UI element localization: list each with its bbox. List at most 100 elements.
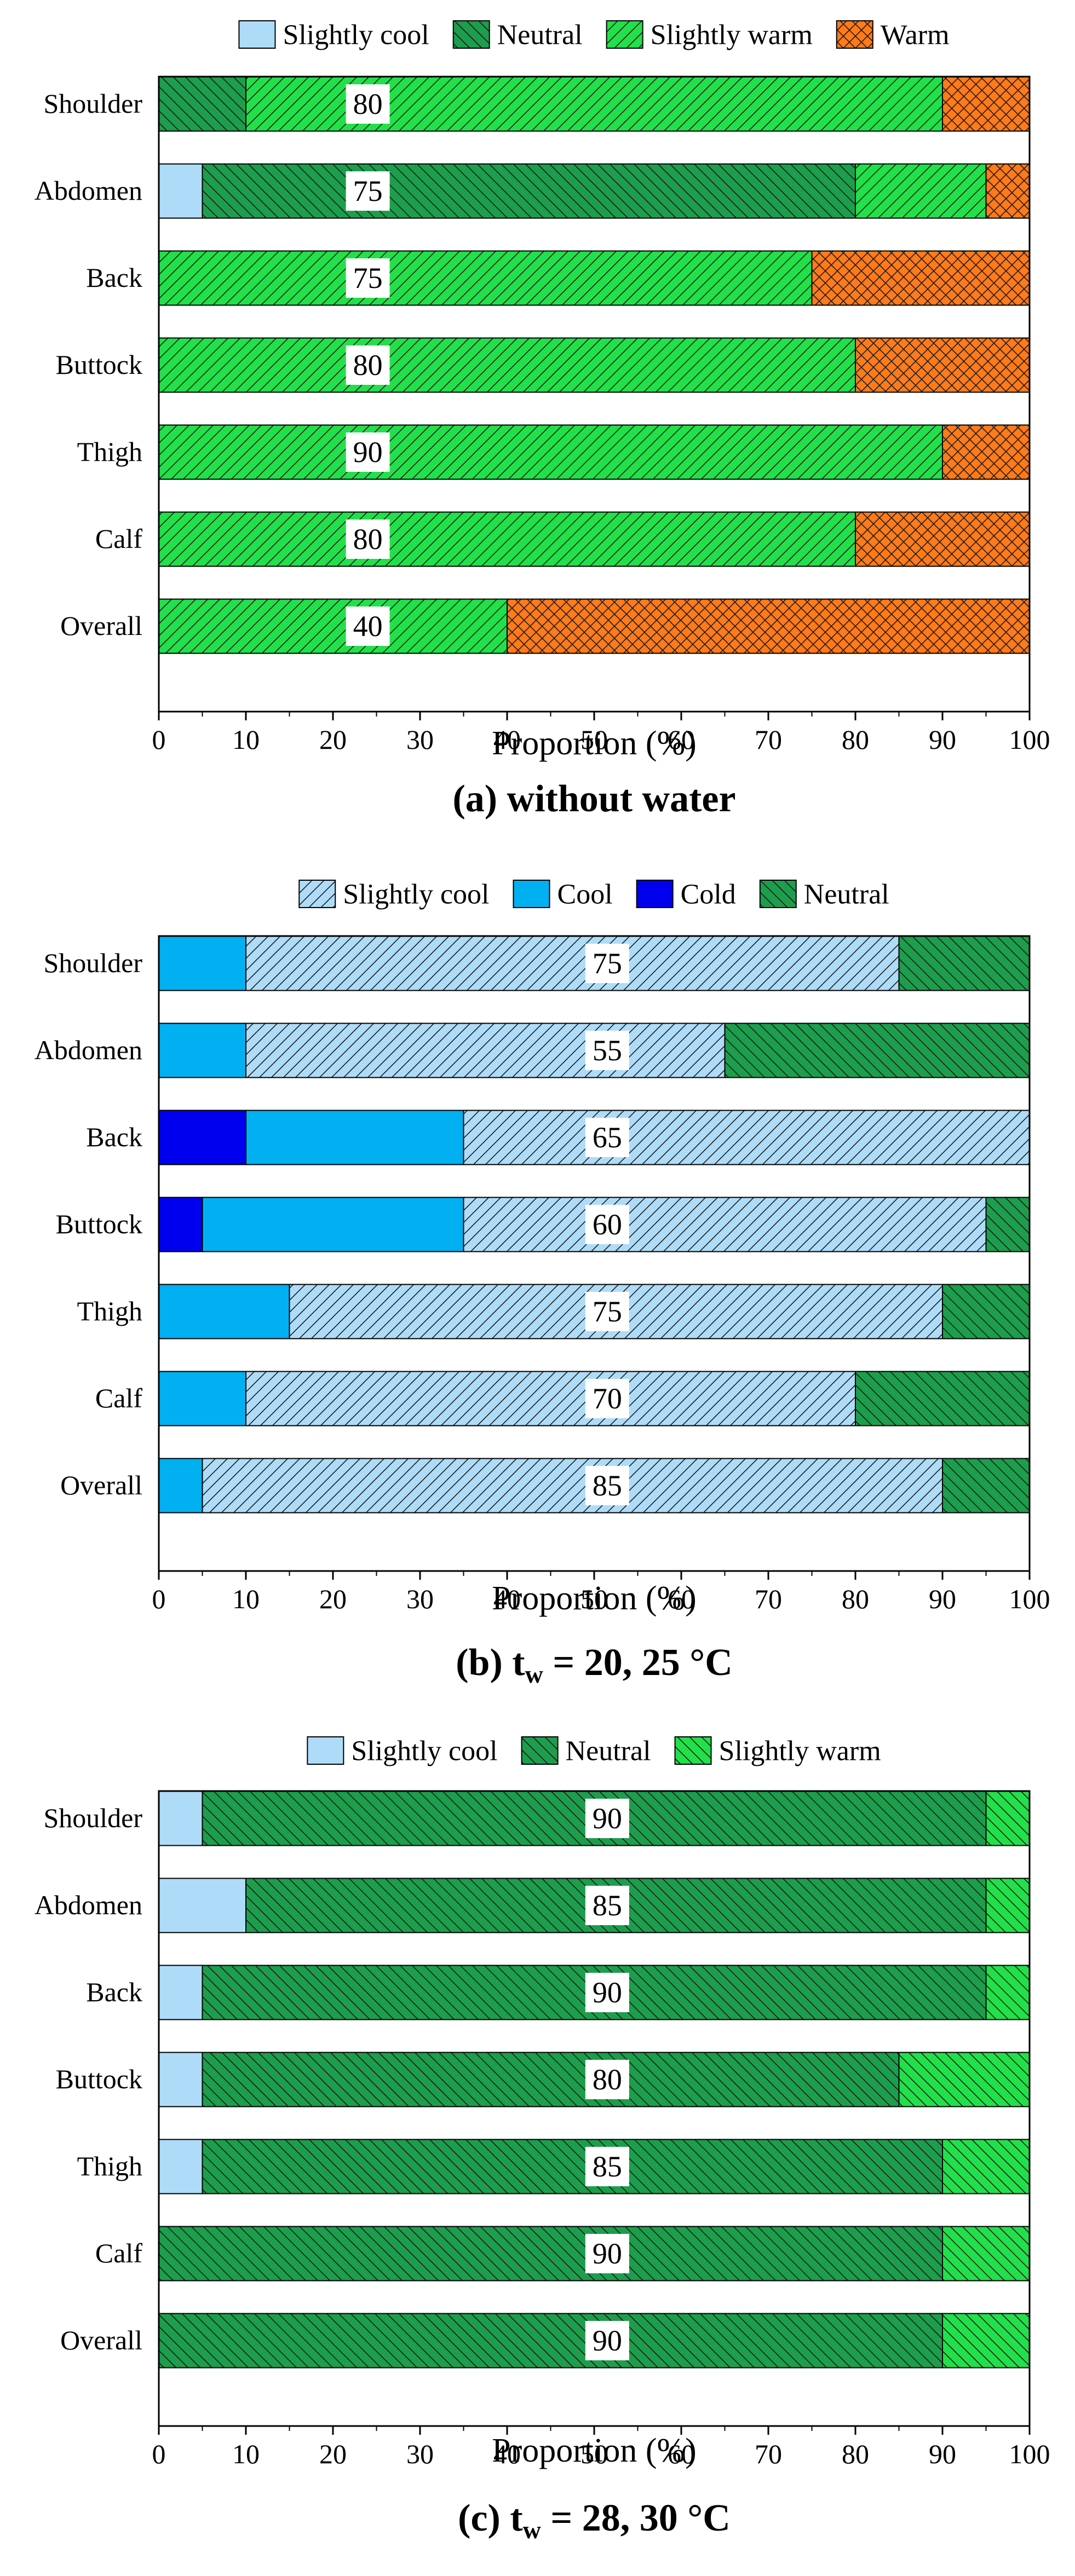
legend-swatch-cold — [636, 880, 674, 908]
x-tick-label: 90 — [929, 1584, 956, 1614]
data-label: 90 — [593, 2237, 622, 2270]
category-label: Back — [86, 1977, 142, 2007]
x-tick-label: 100 — [1009, 724, 1050, 755]
category-label: Calf — [95, 1383, 142, 1413]
data-label-box — [585, 1799, 629, 1838]
data-label-box — [346, 345, 390, 385]
x-tick-label: 20 — [319, 724, 347, 755]
bar-segment-slightly_cool — [463, 1197, 987, 1252]
x-tick-label: 80 — [842, 1584, 869, 1614]
bar-segment-neutral — [158, 76, 246, 132]
category-label: Calf — [95, 523, 142, 554]
x-tick-label: 50 — [580, 1584, 608, 1614]
x-axis-label: Proportion (%) — [492, 725, 697, 762]
bar-segment-slightly_warm — [985, 1791, 1030, 1846]
data-label: 85 — [593, 1469, 622, 1502]
bar-segment-warm — [942, 76, 1030, 132]
category-label: Back — [86, 1122, 142, 1152]
legend-label: Neutral — [497, 20, 583, 51]
x-tick-label: 0 — [152, 2439, 166, 2469]
bar-segment-warm — [942, 424, 1030, 480]
bar-segment-slightly_cool — [463, 1110, 1030, 1165]
bar-segment-slightly_cool — [158, 2139, 203, 2194]
data-label: 80 — [353, 523, 383, 556]
panel-caption: (c) tw = 28, 30 °C — [458, 2497, 731, 2544]
bar-segment-neutral — [158, 2226, 943, 2282]
x-tick-label: 70 — [755, 1584, 782, 1614]
x-tick-label: 20 — [319, 2439, 347, 2469]
category-label: Thigh — [77, 1296, 142, 1326]
legend-label: Neutral — [566, 1736, 651, 1767]
data-label: 75 — [593, 1295, 622, 1328]
legend: Slightly cool Neutral Slightly warm Warm — [238, 20, 950, 51]
legend-swatch-slightly_warm — [606, 20, 643, 49]
bar-segment-cold — [158, 1197, 203, 1252]
x-tick-label: 100 — [1009, 2439, 1050, 2469]
x-tick-label: 80 — [842, 2439, 869, 2469]
bar-segment-neutral — [158, 2313, 943, 2369]
data-label: 75 — [353, 175, 383, 207]
data-label-box — [585, 2321, 629, 2360]
legend-swatch-neutral — [759, 880, 797, 908]
bar-segment-warm — [507, 598, 1030, 654]
data-label-box — [585, 1292, 629, 1331]
bar-segment-slightly_warm — [942, 2139, 1030, 2194]
x-tick-label: 60 — [668, 1584, 695, 1614]
bar-segment-slightly_warm — [158, 598, 508, 654]
x-tick-label: 70 — [755, 2439, 782, 2469]
data-label-box — [346, 432, 390, 472]
chart-panel-1: Shoulder 75 Abdomen 55 Back 65 Buttock 60 Thigh 7… — [35, 879, 1050, 1688]
category-label: Overall — [60, 610, 142, 641]
data-label-box — [585, 944, 629, 983]
bar-segment-neutral — [898, 935, 1030, 991]
legend-label: Cool — [557, 879, 613, 910]
category-label: Back — [86, 262, 142, 293]
chart-panel-2: Shoulder 90 Abdomen 85 Back 90 Buttock 80 Thigh 8… — [35, 1736, 1050, 2544]
x-tick-label: 40 — [493, 1584, 521, 1614]
data-label: 70 — [593, 1382, 622, 1415]
x-tick-label: 80 — [842, 724, 869, 755]
x-tick-label: 70 — [755, 724, 782, 755]
category-label: Shoulder — [43, 88, 142, 119]
legend-label: Slightly warm — [651, 20, 813, 51]
data-label: 85 — [593, 2150, 622, 2183]
bar-segment-warm — [855, 337, 1030, 393]
legend-label: Cold — [681, 879, 736, 910]
bar-segment-neutral — [942, 1284, 1030, 1339]
bar-segment-slightly_warm — [898, 2052, 1030, 2107]
category-label: Thigh — [77, 436, 142, 467]
category-label: Overall — [60, 2325, 142, 2355]
category-label: Abdomen — [35, 175, 142, 206]
data-label: 75 — [593, 947, 622, 980]
bar-segment-slightly_warm — [855, 163, 987, 219]
legend-swatch-neutral — [521, 1736, 559, 1765]
bar-segment-cold — [158, 1110, 246, 1165]
legend-label: Slightly cool — [283, 20, 429, 51]
legend-label: Slightly cool — [351, 1736, 497, 1767]
legend-swatch-slightly_cool — [238, 20, 276, 49]
bar-segment-slightly_cool — [245, 935, 900, 991]
data-label: 75 — [353, 262, 383, 294]
bar-segment-warm — [811, 250, 1030, 306]
data-label-box — [585, 1205, 629, 1244]
x-tick-label: 30 — [406, 724, 434, 755]
data-label: 80 — [353, 88, 383, 120]
bar-segment-slightly_warm — [158, 511, 856, 567]
bar-segment-neutral — [202, 2139, 943, 2194]
x-tick-label: 50 — [580, 724, 608, 755]
data-label: 90 — [593, 1976, 622, 2009]
x-tick-label: 40 — [493, 2439, 521, 2469]
bar-segment-neutral — [985, 1197, 1030, 1252]
bar-segment-slightly_cool — [245, 1371, 856, 1426]
bar-segment-slightly_cool — [245, 1023, 726, 1078]
data-label-box — [585, 2147, 629, 2186]
data-label-box — [346, 84, 390, 124]
bar-segment-warm — [855, 511, 1030, 567]
data-label-box — [585, 1973, 629, 2012]
data-label-box — [585, 1031, 629, 1070]
data-label-box — [585, 2060, 629, 2099]
panel-caption: (a) without water — [452, 778, 735, 820]
data-label: 85 — [593, 1889, 622, 1922]
bar-segment-slightly_cool — [158, 1878, 246, 1933]
